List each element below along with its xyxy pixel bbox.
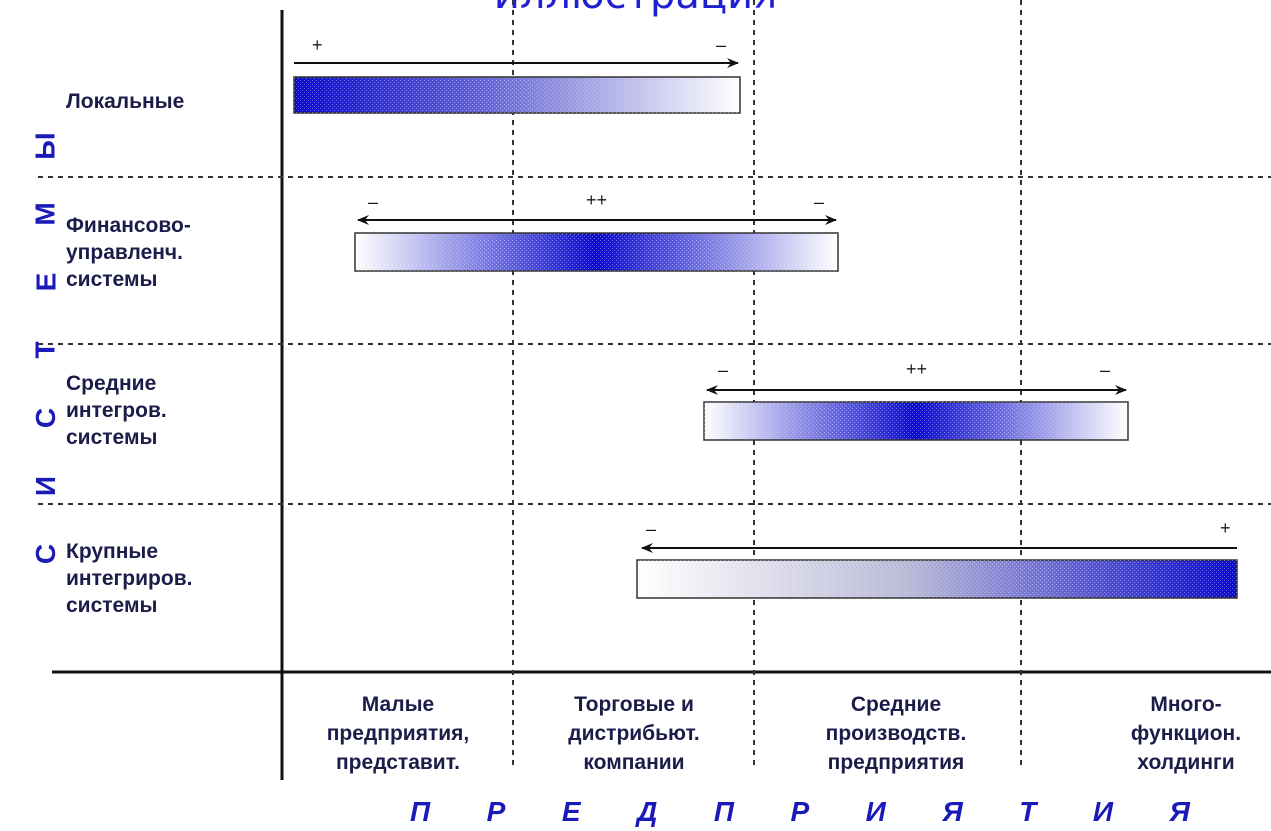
left-sign: – — [368, 192, 378, 212]
y-axis-letter: И — [30, 475, 61, 497]
bar-medium: – ++ – — [703, 359, 1129, 441]
bar-local: + – — [293, 35, 741, 114]
y-axis-letter: С — [29, 407, 61, 429]
left-sign: + — [312, 35, 323, 55]
x-axis-letter: П — [713, 796, 734, 827]
x-axis-letter: Д — [637, 796, 658, 827]
x-axis-letter: П — [410, 796, 431, 827]
row-label-medium: Средние интегров. системы — [66, 372, 167, 449]
y-axis-letter: М — [29, 202, 61, 226]
column-label-trade: Торговые и дистрибьют. компании — [568, 693, 700, 774]
x-axis-letter: И — [865, 796, 886, 827]
center-sign: ++ — [586, 190, 607, 210]
column-label-small: Малые предприятия, представит. — [326, 693, 470, 774]
center-sign: ++ — [906, 359, 927, 379]
y-axis-letter: Ы — [29, 132, 61, 160]
left-sign: – — [718, 360, 728, 380]
right-sign: – — [814, 192, 824, 212]
right-sign: + — [1220, 518, 1231, 538]
bar-large: – + — [636, 518, 1238, 599]
x-axis-letter: Я — [942, 796, 963, 827]
column-label-production: Средние производств. предприятия — [825, 693, 967, 774]
x-axis-letter: Е — [561, 796, 581, 827]
x-axis-letter: И — [1092, 796, 1114, 827]
x-axis-letter: Р — [486, 796, 506, 827]
x-axis-letter: Р — [790, 796, 810, 827]
x-axis-letter: Т — [1019, 796, 1037, 827]
row-label-local: Локальные — [66, 90, 185, 113]
right-sign: – — [716, 35, 726, 55]
row-label-financial: Финансово- управленч. системы — [66, 214, 191, 291]
y-axis-letter: Т — [29, 341, 61, 359]
y-axis-title: Ы М Е Т С И С — [26, 130, 66, 570]
bar-financial: – ++ – — [354, 190, 839, 272]
row-label-large: Крупные интегриров. системы — [66, 540, 193, 617]
x-axis-title: П Р Е Д П Р И Я Т И Я — [410, 796, 1190, 828]
x-axis-letter: Я — [1169, 796, 1190, 827]
y-axis-letter: С — [29, 543, 61, 565]
y-axis-letter: Е — [30, 272, 61, 292]
left-sign: – — [646, 519, 656, 539]
column-label-holdings: Много- функцион. холдинги — [1130, 693, 1242, 774]
right-sign: – — [1100, 360, 1110, 380]
page-title: иллюстрация — [0, 0, 1271, 18]
